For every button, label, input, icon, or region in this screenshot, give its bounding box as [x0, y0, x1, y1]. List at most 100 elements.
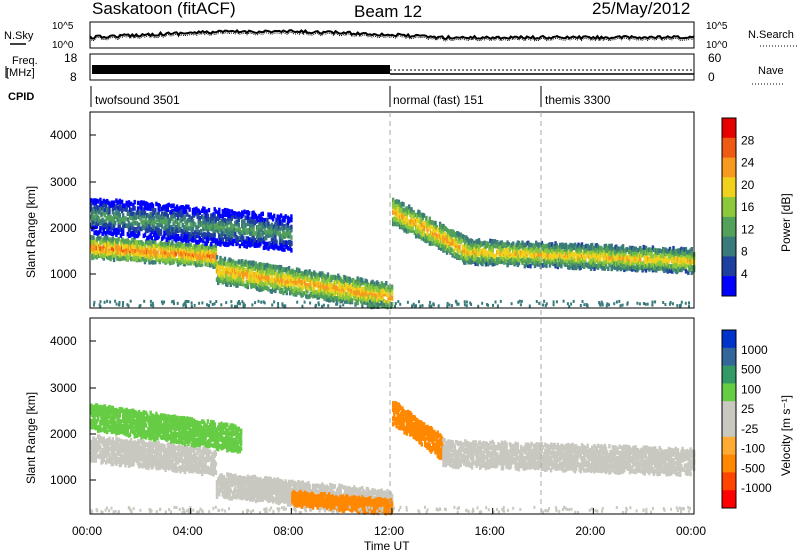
heatmap-cell — [628, 245, 632, 251]
heatmap-cell — [281, 302, 284, 306]
heatmap-cell — [473, 240, 476, 245]
heatmap-cell — [457, 302, 460, 306]
heatmap-cell — [397, 216, 401, 221]
heatmap-cell — [237, 301, 240, 305]
heatmap-cell — [246, 284, 250, 290]
heatmap-cell — [600, 300, 603, 304]
heatmap-cell — [309, 291, 312, 297]
heatmap-cell — [95, 440, 99, 446]
heatmap-cell — [406, 229, 410, 234]
heatmap-cell — [446, 247, 450, 252]
heatmap-cell — [160, 247, 164, 252]
heatmap-cell — [601, 302, 604, 306]
heatmap-cell — [411, 215, 414, 220]
heatmap-cell — [602, 249, 605, 254]
heatmap-cell — [257, 299, 260, 303]
heatmap-cell — [463, 300, 466, 304]
freq-right-tick-bottom: 0 — [708, 70, 715, 84]
heatmap-cell — [252, 210, 255, 215]
heatmap-cell — [223, 256, 227, 262]
heatmap-cell — [124, 453, 127, 458]
heatmap-cell — [643, 258, 647, 263]
heatmap-cell — [178, 257, 181, 263]
heatmap-cell — [552, 300, 555, 304]
heatmap-cell — [158, 259, 161, 265]
heatmap-cell — [212, 219, 215, 225]
heatmap-cell — [120, 453, 124, 459]
heatmap-cell — [119, 448, 123, 453]
heatmap-cell — [102, 230, 105, 235]
heatmap-cell — [244, 227, 247, 233]
heatmap-cell — [668, 302, 671, 306]
heatmap-cell — [205, 221, 208, 226]
heatmap-cell — [244, 215, 247, 220]
heatmap-cell — [130, 240, 133, 246]
heatmap-cell — [245, 239, 248, 245]
heatmap-cell — [470, 251, 474, 256]
noise-left-label: N.Sky — [4, 30, 34, 42]
heatmap-cell — [95, 213, 99, 219]
heatmap-cell — [111, 200, 115, 205]
heatmap-cell — [98, 210, 101, 215]
heatmap-cell — [458, 244, 461, 250]
heatmap-cell — [604, 243, 608, 249]
heatmap-cell — [405, 214, 409, 220]
heatmap-cell — [101, 440, 104, 445]
heatmap-cell — [138, 231, 141, 236]
heatmap-cell — [98, 303, 101, 307]
heatmap-cell — [566, 302, 569, 306]
heatmap-cell — [187, 242, 190, 248]
heatmap-cell — [325, 279, 329, 285]
heatmap-cell — [197, 232, 200, 238]
heatmap-cell — [432, 226, 435, 231]
heatmap-cell — [227, 270, 230, 275]
heatmap-cell — [118, 301, 121, 304]
heatmap-cell — [285, 288, 288, 293]
heatmap-cell — [171, 300, 174, 304]
heatmap-cell — [277, 305, 280, 309]
heatmap-cell — [428, 216, 431, 222]
heatmap-cell — [103, 247, 107, 253]
heatmap-cell — [228, 276, 231, 282]
heatmap-cell — [680, 259, 683, 265]
heatmap-cell — [214, 209, 218, 214]
heatmap-cell — [517, 300, 520, 304]
heatmap-cell — [147, 220, 150, 225]
heatmap-cell — [335, 299, 339, 304]
heatmap-cell — [362, 297, 365, 303]
freq-label-line1: Freq. — [12, 55, 38, 67]
heatmap-cell — [230, 237, 234, 242]
heatmap-cell — [191, 226, 195, 231]
heatmap-cell — [220, 273, 223, 279]
heatmap-cell — [664, 303, 667, 306]
heatmap-cell — [228, 213, 231, 218]
heatmap-cell — [260, 276, 263, 282]
heatmap-cell — [595, 250, 598, 256]
heatmap-cell — [605, 251, 609, 257]
heatmap-cell — [143, 211, 147, 216]
heatmap-cell — [395, 199, 398, 204]
heatmap-cell — [174, 251, 178, 256]
heatmap-cell — [290, 248, 293, 253]
heatmap-cell — [119, 200, 123, 205]
heatmap-cell — [527, 263, 530, 269]
heatmap-cell — [257, 267, 260, 272]
heatmap-cell — [92, 440, 95, 446]
heatmap-cell — [382, 287, 386, 293]
heatmap-cell — [104, 203, 108, 208]
heatmap-cell — [172, 299, 175, 303]
heatmap-cell — [152, 228, 156, 233]
heatmap-cell — [108, 455, 111, 460]
heatmap-cell — [168, 235, 172, 241]
heatmap-cell — [102, 227, 105, 232]
heatmap-cell — [103, 207, 107, 213]
heatmap-cell — [610, 243, 613, 249]
heatmap-cell — [102, 457, 105, 463]
heatmap-cell — [290, 271, 293, 277]
heatmap-cell — [611, 247, 614, 252]
heatmap-cell — [152, 253, 156, 258]
heatmap-cell — [269, 212, 272, 217]
heatmap-cell — [160, 300, 163, 304]
heatmap-cell — [123, 219, 126, 225]
heatmap-cell — [278, 226, 282, 231]
